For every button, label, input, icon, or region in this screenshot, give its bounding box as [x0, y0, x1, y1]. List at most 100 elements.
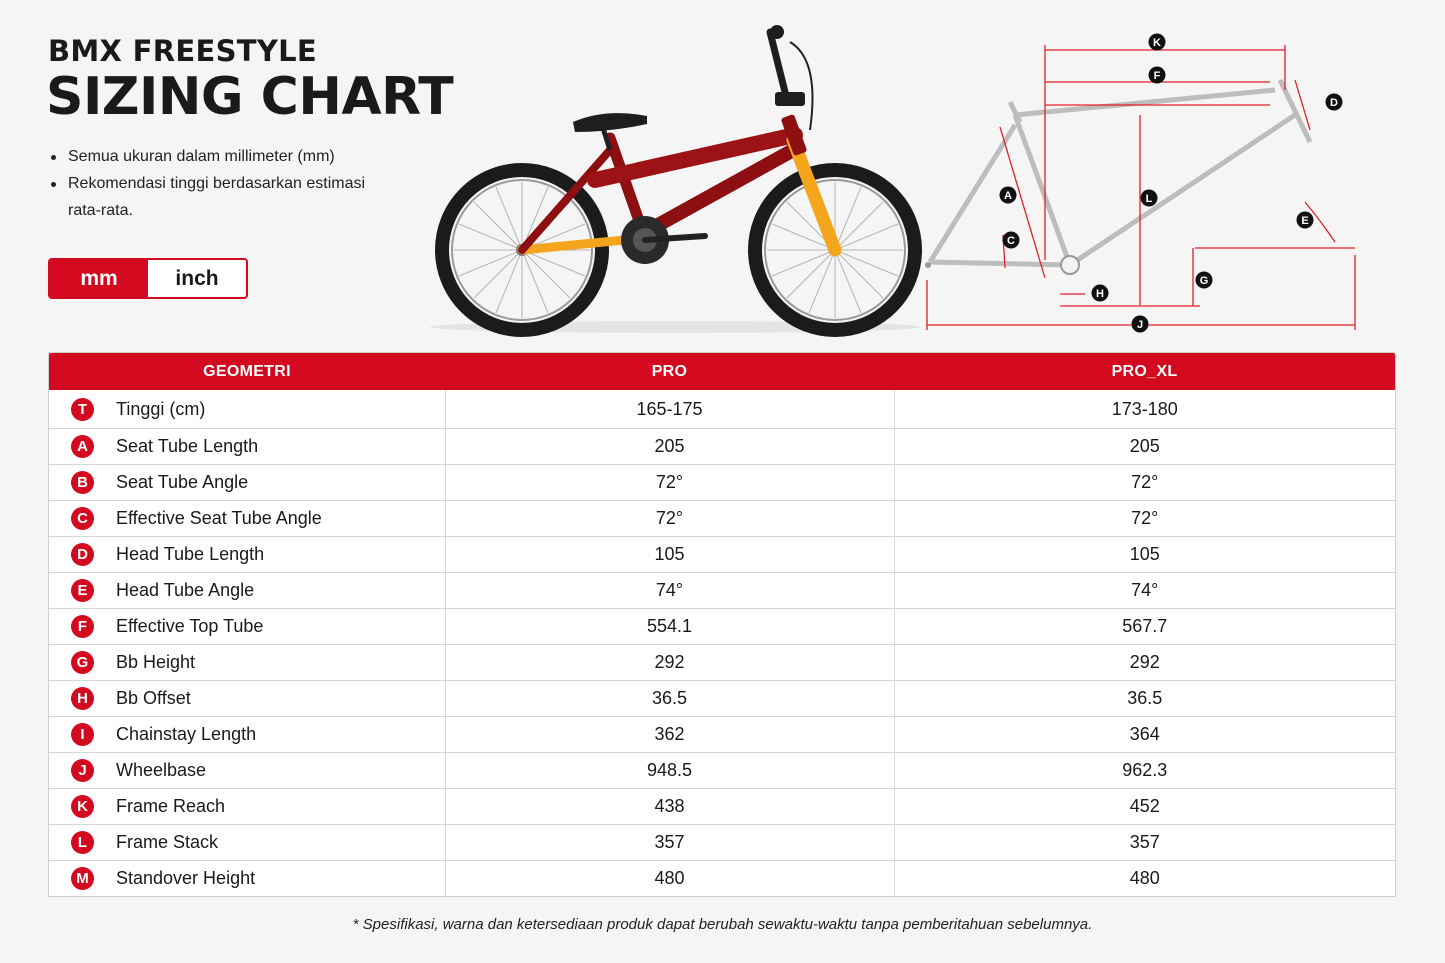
pro-xl-value: 105: [894, 536, 1395, 573]
pro-xl-value: 72°: [894, 500, 1395, 537]
row-label: E Head Tube Angle: [49, 579, 445, 602]
pro-value: 292: [445, 644, 895, 681]
row-label: L Frame Stack: [49, 831, 445, 854]
pro-value: 36.5: [445, 680, 895, 717]
diagram-marker-f: F: [1148, 66, 1166, 84]
svg-text:F: F: [1154, 70, 1161, 82]
diagram-marker-j: J: [1131, 315, 1149, 333]
pro-value: 205: [445, 428, 895, 465]
row-name-cell: C Effective Seat Tube Angle: [49, 500, 446, 537]
row-name: Standover Height: [116, 868, 256, 888]
row-name-cell: I Chainstay Length: [49, 716, 446, 753]
pro-value: 72°: [445, 500, 895, 537]
row-name-cell: L Frame Stack: [49, 824, 446, 861]
row-label: D Head Tube Length: [49, 543, 445, 566]
row-letter-badge: D: [71, 543, 94, 566]
svg-text:E: E: [1301, 215, 1308, 227]
row-name-cell: H Bb Offset: [49, 680, 446, 717]
row-label: J Wheelbase: [49, 759, 445, 782]
row-name-cell: B Seat Tube Angle: [49, 464, 446, 501]
diagram-marker-g: G: [1195, 271, 1213, 289]
row-name: Frame Stack: [116, 832, 219, 852]
row-letter-badge: I: [71, 723, 94, 746]
row-name: Seat Tube Angle: [116, 472, 249, 492]
table-row: E Head Tube Angle 74° 74°: [49, 572, 1395, 609]
geometry-diagram: K F D A L E C G H J: [925, 33, 1356, 333]
row-letter-badge: C: [71, 507, 94, 530]
chart-subtitle: BMX FREESTYLE: [48, 34, 318, 68]
diagram-marker-e: E: [1296, 211, 1314, 229]
pro-xl-value: 205: [894, 428, 1395, 465]
table-row: H Bb Offset 36.5 36.5: [49, 680, 1395, 717]
row-label: H Bb Offset: [49, 687, 445, 710]
row-name-cell: G Bb Height: [49, 644, 446, 681]
table-row: C Effective Seat Tube Angle 72° 72°: [49, 500, 1395, 537]
table-row: G Bb Height 292 292: [49, 644, 1395, 681]
table-row: T Tinggi (cm) 165-175 173-180: [49, 390, 1395, 429]
pro-value: 165-175: [445, 390, 895, 429]
note-item: Semua ukuran dalam millimeter (mm): [48, 143, 368, 170]
pro-xl-value: 72°: [894, 464, 1395, 501]
row-letter-badge: F: [71, 615, 94, 638]
pro-value: 74°: [445, 572, 895, 609]
row-name-cell: F Effective Top Tube: [49, 608, 446, 645]
table-row: J Wheelbase 948.5 962.3: [49, 752, 1395, 789]
svg-text:A: A: [1004, 190, 1012, 202]
row-letter-badge: E: [71, 579, 94, 602]
row-name-cell: D Head Tube Length: [49, 536, 446, 573]
diagram-marker-d: D: [1325, 93, 1343, 111]
pro-value: 362: [445, 716, 895, 753]
row-name: Chainstay Length: [116, 724, 257, 744]
row-name: Bb Height: [116, 652, 196, 672]
row-letter-badge: B: [71, 471, 94, 494]
pro-xl-value: 567.7: [894, 608, 1395, 645]
pro-value: 480: [445, 860, 895, 896]
pro-value: 554.1: [445, 608, 895, 645]
row-label: K Frame Reach: [49, 795, 445, 818]
svg-text:J: J: [1137, 319, 1143, 331]
row-label: G Bb Height: [49, 651, 445, 674]
pro-xl-value: 173-180: [1111, 398, 1178, 419]
pro-xl-value: 962.3: [894, 752, 1395, 789]
diagram-marker-a: A: [999, 186, 1017, 204]
row-label: M Standover Height: [49, 867, 445, 890]
row-letter-badge: G: [71, 651, 94, 674]
table-row: K Frame Reach 438 452: [49, 788, 1395, 825]
row-letter-badge: J: [71, 759, 94, 782]
unit-mm-button[interactable]: mm: [50, 260, 148, 297]
table-row: D Head Tube Length 105 105: [49, 536, 1395, 573]
row-name-cell: A Seat Tube Length: [49, 428, 446, 465]
pro-value: 438: [445, 788, 895, 825]
frame-outline: [927, 78, 1313, 268]
header-pro-xl: PRO_XL: [894, 353, 1395, 390]
row-name: Effective Seat Tube Angle: [116, 508, 322, 528]
pro-xl-value: 357: [894, 824, 1395, 861]
row-name: Seat Tube Length: [116, 436, 259, 456]
header-pro: PRO: [445, 353, 894, 390]
svg-text:D: D: [1330, 97, 1338, 109]
table-row: M Standover Height 480 480: [49, 860, 1395, 896]
row-name: Frame Reach: [116, 796, 226, 816]
row-name: Head Tube Length: [116, 544, 265, 564]
row-letter-badge: M: [71, 867, 94, 890]
footnote: * Spesifikasi, warna dan ketersediaan pr…: [352, 916, 1093, 933]
row-letter-badge: K: [71, 795, 94, 818]
row-label: I Chainstay Length: [49, 723, 445, 746]
diagram-marker-c: C: [1002, 231, 1020, 249]
unit-inch-button[interactable]: inch: [148, 260, 246, 297]
pro-value: 357: [445, 824, 895, 861]
row-name-cell: M Standover Height: [49, 860, 446, 896]
row-label: T Tinggi (cm): [49, 397, 445, 421]
pro-value: 72°: [445, 464, 895, 501]
table-header-row: GEOMETRI PRO PRO_XL: [49, 353, 1395, 390]
row-name: Tinggi (cm): [116, 398, 206, 419]
row-label: B Seat Tube Angle: [49, 471, 445, 494]
table-row: A Seat Tube Length 205 205: [49, 428, 1395, 465]
front-wheel: [748, 163, 922, 337]
diagram-marker-l: L: [1140, 189, 1158, 207]
svg-text:L: L: [1146, 193, 1153, 205]
pro-value: 105: [445, 536, 895, 573]
pro-xl-value: 480: [894, 860, 1395, 896]
row-name-cell: J Wheelbase: [49, 752, 446, 789]
table-row: B Seat Tube Angle 72° 72°: [49, 464, 1395, 501]
